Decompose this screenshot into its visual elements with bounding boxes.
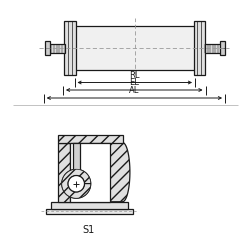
Polygon shape xyxy=(49,44,64,52)
Circle shape xyxy=(68,176,84,192)
Polygon shape xyxy=(62,169,91,198)
Polygon shape xyxy=(64,21,76,75)
Polygon shape xyxy=(205,44,220,52)
Text: S1: S1 xyxy=(82,225,95,235)
Polygon shape xyxy=(73,142,80,176)
Polygon shape xyxy=(194,21,205,75)
Polygon shape xyxy=(51,202,128,209)
Polygon shape xyxy=(75,26,195,70)
Text: AL: AL xyxy=(129,86,140,95)
Polygon shape xyxy=(70,142,110,202)
Polygon shape xyxy=(58,142,70,202)
Polygon shape xyxy=(220,41,225,55)
Polygon shape xyxy=(44,41,50,55)
Polygon shape xyxy=(46,209,132,214)
Text: EL: EL xyxy=(129,78,139,87)
Text: RL: RL xyxy=(130,70,140,80)
Polygon shape xyxy=(58,135,122,142)
Circle shape xyxy=(62,169,91,198)
Polygon shape xyxy=(110,142,130,202)
